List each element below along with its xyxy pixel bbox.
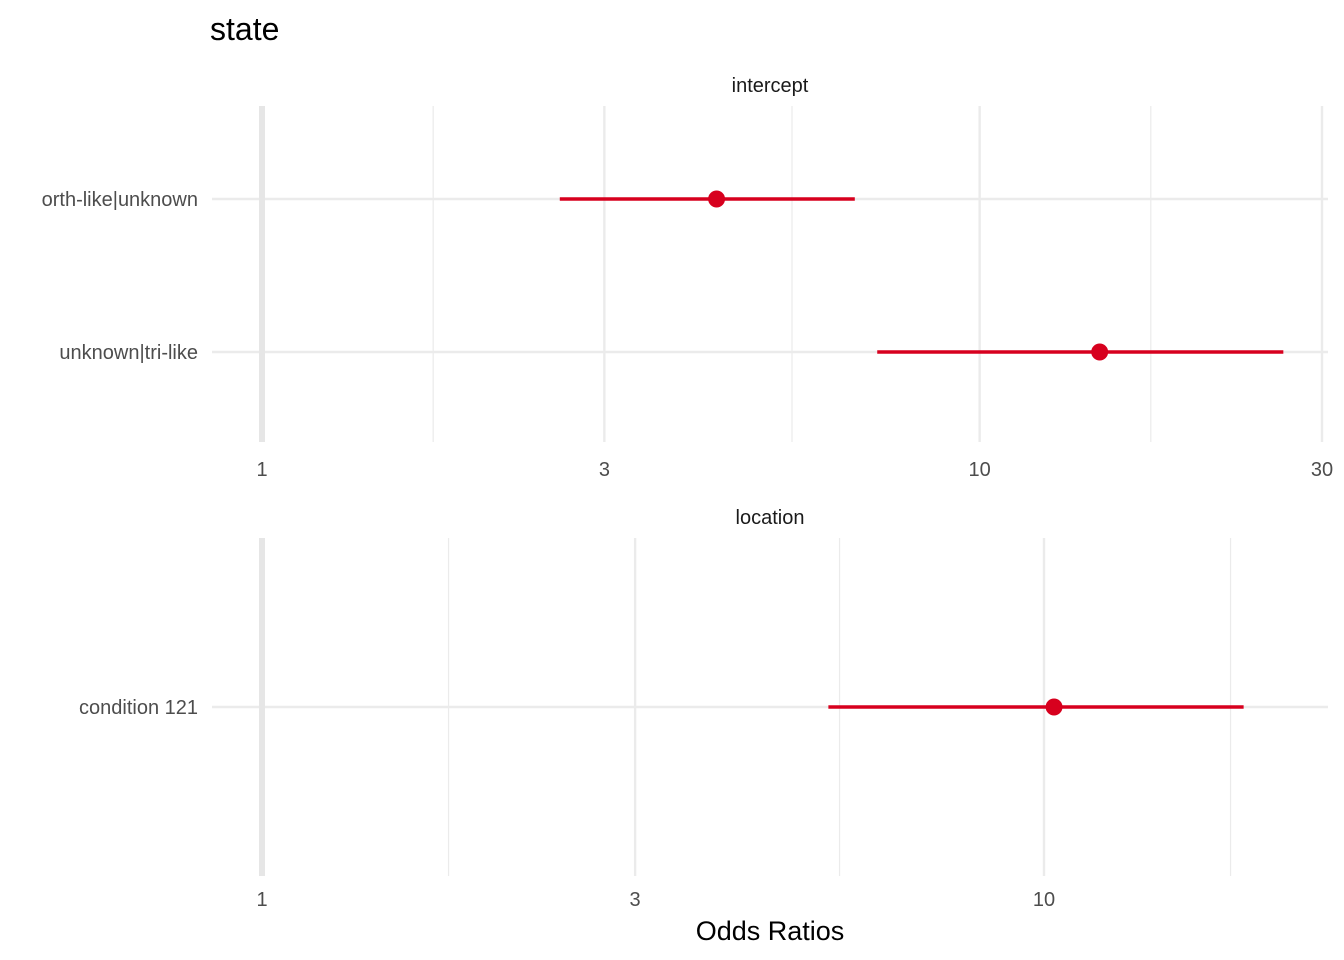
x-tick-label: 3: [599, 459, 610, 481]
grid-lines: [212, 106, 1328, 442]
panel-title-location: location: [736, 507, 805, 529]
panel-location: location 1 3 10 condition 121: [79, 507, 1328, 911]
point-estimate: [1091, 343, 1109, 361]
y-tick-label: unknown|tri-like: [59, 342, 198, 364]
panel-title-intercept: intercept: [732, 75, 809, 97]
x-tick-label: 10: [1033, 889, 1055, 911]
x-tick-label: 10: [968, 459, 990, 481]
y-tick-label: orth-like|unknown: [42, 189, 198, 211]
point-estimate: [1045, 698, 1063, 716]
point-estimate: [708, 190, 726, 208]
x-tick-label: 1: [256, 459, 267, 481]
panel-intercept: intercept 1 3 10 30 orth-like|unknown unknown…: [42, 75, 1334, 481]
x-tick-label: 3: [630, 889, 641, 911]
y-tick-label: condition 121: [79, 697, 198, 719]
x-tick-label: 1: [256, 889, 267, 911]
x-axis-label: Odds Ratios: [696, 916, 845, 946]
chart-title: state: [210, 11, 279, 47]
x-tick-label: 30: [1311, 459, 1333, 481]
